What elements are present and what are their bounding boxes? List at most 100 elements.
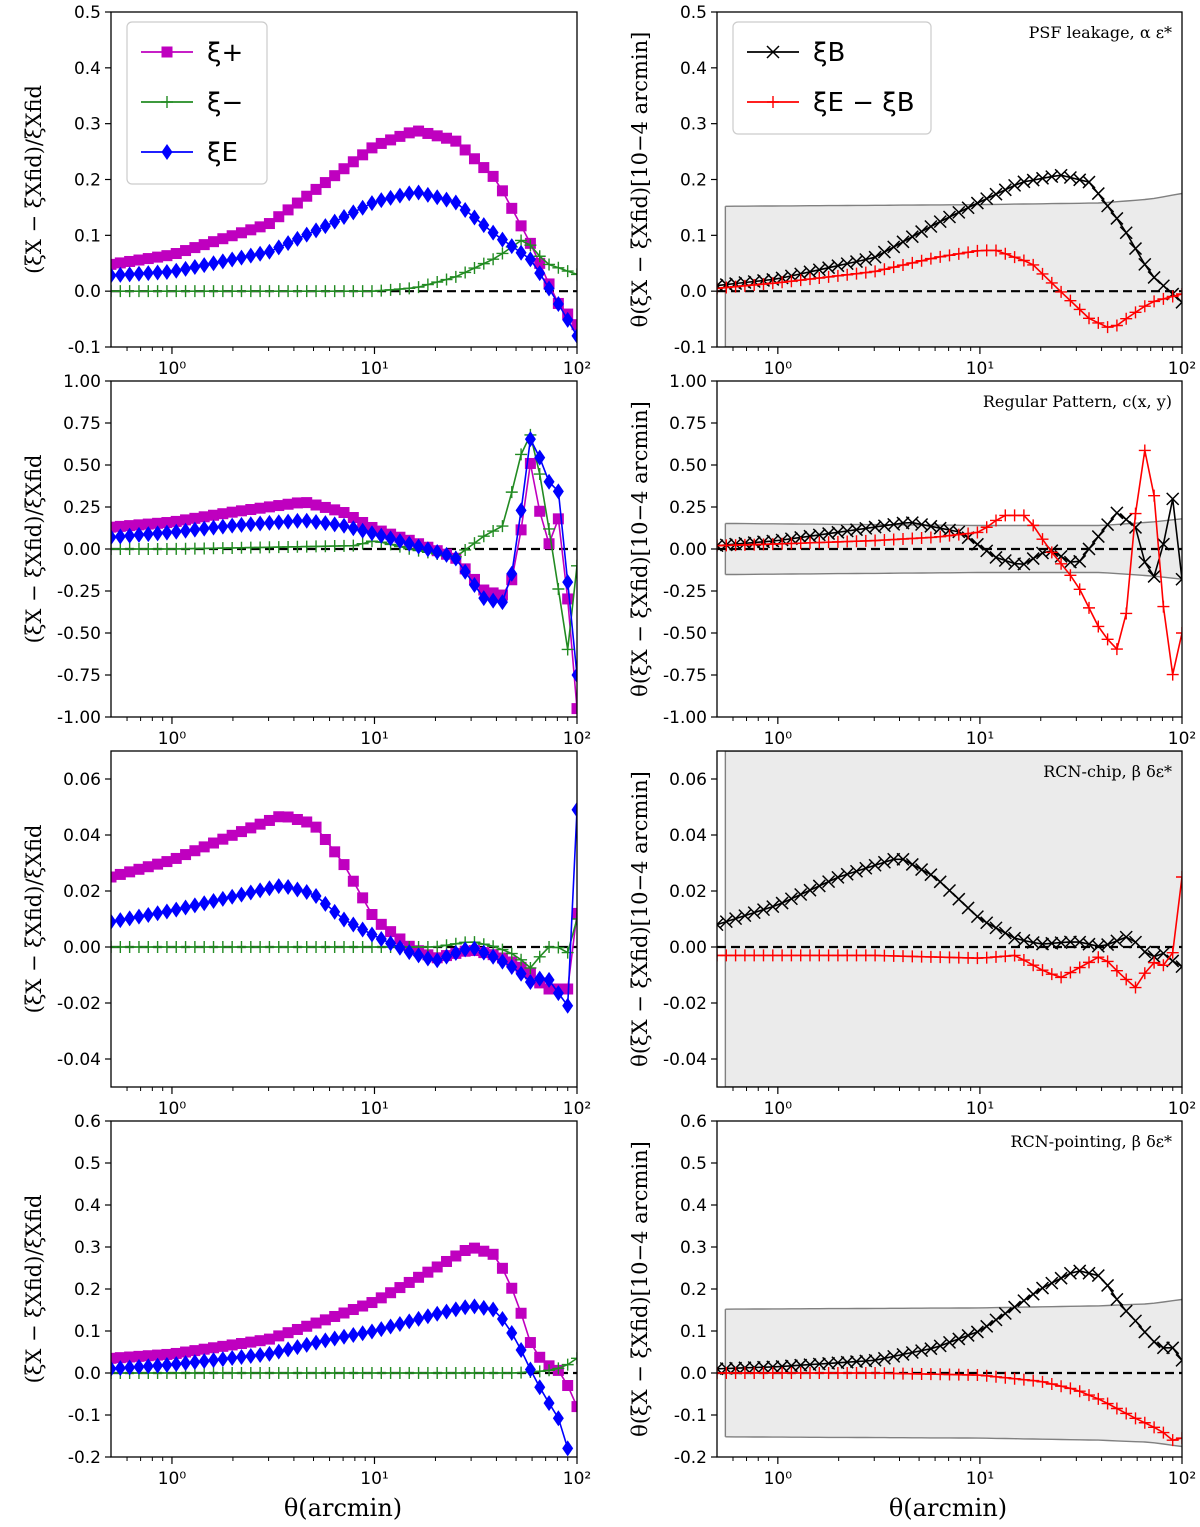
data-point-xi-plus	[170, 852, 182, 864]
data-point-xi-plus	[114, 1352, 126, 1364]
data-point-xi-e	[161, 263, 173, 280]
data-point-xi-e-minus-b	[1166, 668, 1179, 681]
data-point-xi-e-minus-b	[1036, 1375, 1049, 1388]
data-point-xi-plus	[515, 524, 527, 536]
data-point-xi-e	[170, 901, 182, 918]
data-point-xi-e	[170, 262, 182, 279]
data-point-xi-e	[496, 594, 508, 611]
y-tick-label: -1.00	[663, 708, 707, 728]
data-point-xi-b	[803, 883, 817, 897]
x-tick-label: 10⁰	[764, 359, 793, 379]
data-point-xi-minus	[449, 270, 462, 283]
data-point-xi-plus	[347, 156, 359, 168]
data-point-xi-e-minus-b	[962, 527, 975, 540]
data-point-xi-b	[719, 915, 733, 929]
series-xi-e-minus-b	[717, 244, 1182, 334]
data-point-xi-plus	[124, 520, 136, 532]
data-point-xi-plus	[198, 1343, 210, 1355]
data-point-xi-b	[998, 183, 1012, 197]
data-point-xi-plus	[198, 511, 210, 523]
y-tick-label: -0.75	[57, 666, 101, 686]
data-point-xi-plus	[161, 250, 173, 262]
data-point-xi-plus	[189, 512, 201, 524]
data-point-xi-e-minus-b	[785, 275, 798, 288]
data-point-xi-e-minus-b	[1092, 316, 1105, 329]
data-point-xi-minus	[524, 239, 537, 252]
data-point-xi-e-minus-b	[1073, 303, 1086, 316]
y-tick-label: 0.00	[63, 540, 101, 560]
data-point-xi-plus	[263, 501, 275, 513]
data-point-xi-e	[431, 189, 443, 206]
data-point-xi-e	[506, 565, 518, 582]
data-point-xi-e-minus-b	[980, 521, 993, 534]
data-point-xi-e	[552, 985, 564, 1002]
data-point-xi-e	[111, 913, 117, 930]
data-point-xi-e	[562, 1440, 574, 1457]
data-point-xi-e-minus-b	[1166, 1434, 1179, 1447]
data-point-xi-plus	[515, 1307, 527, 1319]
data-point-xi-plus	[571, 703, 577, 715]
panel-row1-right: 0.5 0.4 0.3 0.2 0.1 0.0 -0.1 10⁰ 10¹ 10² θ(ξX − ξX…	[628, 3, 1196, 379]
data-point-xi-e	[450, 194, 462, 211]
data-point-xi-e	[198, 520, 210, 537]
series-xi-b	[717, 1264, 1182, 1376]
y-tick-label: -0.04	[663, 1050, 707, 1070]
data-point-xi-b	[952, 1332, 966, 1346]
data-point-xi-b	[1156, 1341, 1170, 1355]
data-point-xi-plus	[534, 505, 546, 517]
data-point-xi-b	[1110, 934, 1124, 948]
data-point-xi-e-minus-b	[1157, 600, 1170, 613]
data-point-xi-e	[366, 926, 378, 943]
data-point-xi-plus	[161, 1348, 173, 1360]
y-axis-label-right: θ(ξX − ξXfid)[10−4 arcmin]	[628, 771, 652, 1067]
y-tick-label: 0.2	[680, 1280, 707, 1300]
data-point-xi-e	[226, 517, 238, 534]
y-tick-label: 0.00	[669, 938, 707, 958]
data-point-xi-b	[1082, 175, 1096, 189]
data-point-xi-b	[1175, 295, 1182, 309]
data-point-xi-e	[403, 185, 415, 202]
data-point-xi-b	[1128, 242, 1143, 256]
axes-frame	[110, 750, 578, 1088]
data-point-xi-plus	[357, 1300, 369, 1312]
data-point-xi-minus	[459, 266, 472, 279]
y-axis-label-left: (ξX − ξXfid)/ξXfid	[22, 1195, 46, 1384]
panels: 0.5 0.4 0.3 0.2 0.1 0.0 -0.1 10⁰ 10¹ 10² (ξX − ξXf…	[22, 3, 1196, 1489]
data-point-xi-e	[357, 921, 369, 938]
data-point-xi-plus	[459, 1245, 471, 1257]
data-point-xi-e	[552, 483, 564, 500]
data-point-xi-b	[915, 863, 929, 877]
panel-row2-right: 1.00 0.75 0.50 0.25 0.00 -0.25 -0.50 -0.75 -1.00…	[628, 372, 1196, 749]
data-point-xi-b	[849, 864, 864, 878]
data-point-xi-b	[1008, 178, 1022, 192]
data-point-xi-e	[189, 897, 201, 914]
data-point-xi-minus	[431, 276, 444, 289]
data-point-xi-e	[111, 529, 117, 546]
data-point-xi-e	[375, 931, 387, 948]
legend-label-xi-b: ξB	[813, 38, 845, 68]
data-point-xi-e-minus-b	[990, 1370, 1002, 1383]
data-point-xi-plus	[534, 257, 546, 269]
data-point-xi-plus	[310, 499, 322, 511]
data-point-xi-e	[422, 950, 434, 967]
data-point-xi-e	[487, 948, 499, 965]
data-point-xi-e	[254, 515, 266, 532]
data-point-xi-e	[263, 1345, 275, 1362]
data-point-xi-e-minus-b	[869, 265, 882, 278]
data-point-xi-b	[970, 537, 984, 551]
x-tick-label: 10¹	[360, 1099, 388, 1119]
y-tick-label: 0.1	[74, 1322, 101, 1342]
data-point-xi-plus	[291, 497, 303, 509]
legend-box	[126, 21, 268, 185]
data-point-xi-e-minus-b	[990, 244, 1002, 257]
data-point-xi-b	[989, 187, 1003, 201]
data-point-xi-b	[877, 855, 891, 869]
data-point-xi-plus	[515, 220, 527, 232]
data-point-xi-b	[729, 912, 743, 926]
data-point-xi-e	[133, 265, 145, 282]
plot-area	[111, 801, 577, 1014]
data-point-xi-e	[152, 264, 164, 281]
data-point-xi-e	[142, 526, 154, 543]
data-point-xi-plus	[375, 1292, 387, 1304]
data-point-xi-e	[217, 890, 229, 907]
